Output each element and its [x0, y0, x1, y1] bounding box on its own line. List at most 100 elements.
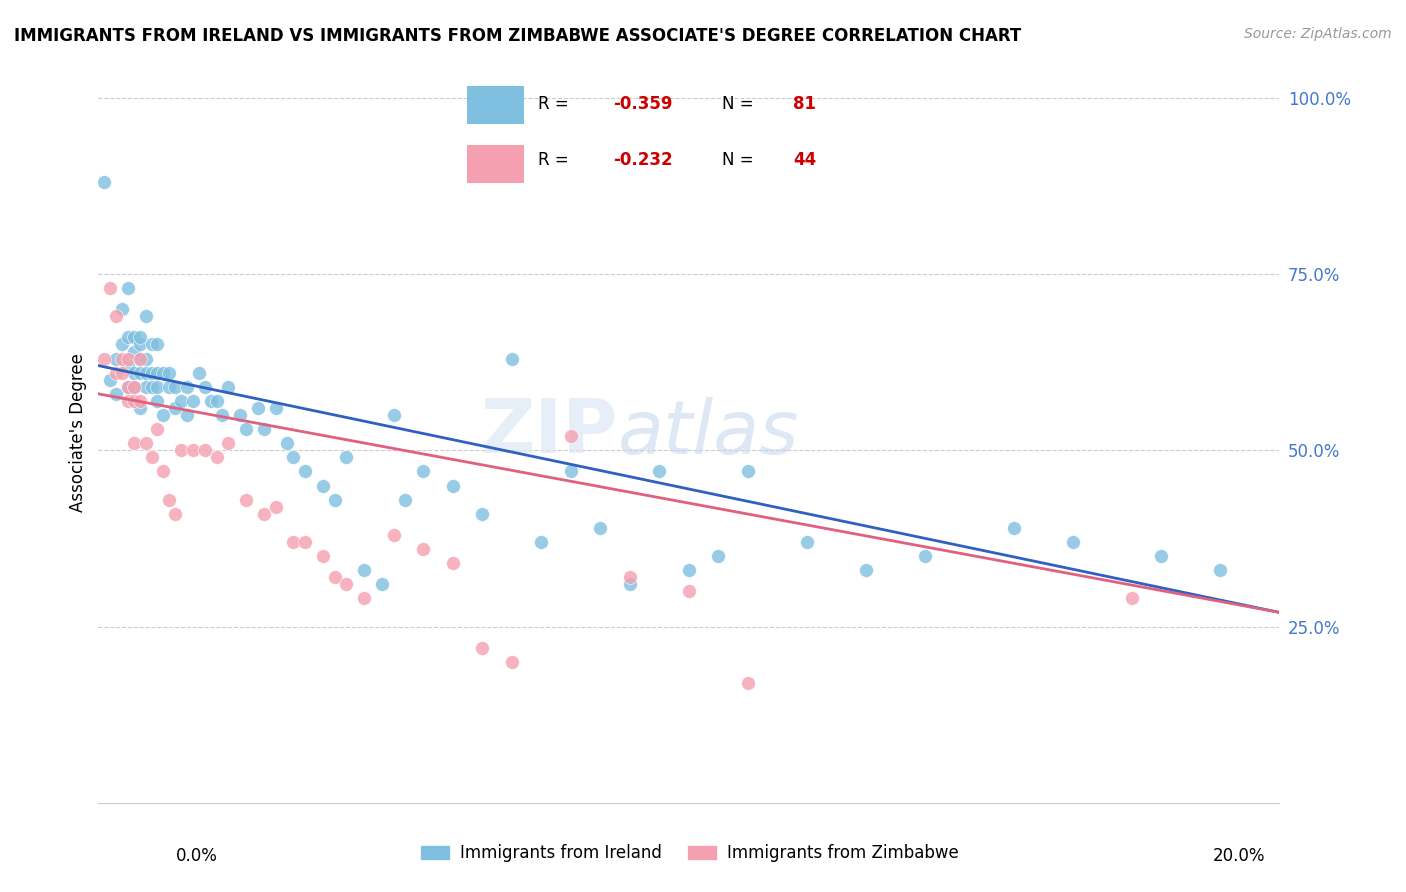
Point [371, 577, 394, 591]
Point [165, 507, 187, 521]
Point [1209, 563, 1232, 577]
Point [141, 380, 163, 394]
Point [678, 563, 700, 577]
Point [312, 478, 335, 492]
Point [187, 366, 209, 380]
Point [181, 443, 204, 458]
Point [283, 450, 305, 465]
Point [170, 443, 193, 458]
Point [229, 408, 252, 422]
Point [382, 408, 405, 422]
Point [122, 380, 145, 394]
Point [105, 366, 128, 380]
Point [678, 584, 700, 599]
Point [211, 408, 233, 422]
Point [111, 366, 134, 380]
Point [111, 351, 134, 366]
Point [194, 380, 217, 394]
Point [335, 450, 357, 465]
Point [128, 337, 150, 351]
Point [135, 351, 157, 366]
Point [157, 492, 180, 507]
Point [117, 330, 139, 344]
Point [141, 450, 163, 465]
Point [353, 563, 375, 577]
Point [394, 492, 416, 507]
Point [217, 380, 239, 394]
Point [412, 464, 434, 478]
Y-axis label: Associate's Degree: Associate's Degree [69, 353, 87, 512]
Point [117, 281, 139, 295]
Point [205, 450, 228, 465]
Point [135, 380, 157, 394]
Point [176, 408, 198, 422]
Point [235, 492, 257, 507]
Text: atlas: atlas [619, 397, 800, 468]
Point [471, 507, 494, 521]
Point [93, 175, 115, 189]
Point [117, 380, 139, 394]
Point [146, 337, 169, 351]
Point [737, 676, 759, 690]
Point [501, 655, 523, 669]
Point [152, 464, 174, 478]
Point [294, 535, 316, 549]
Point [135, 436, 157, 450]
Point [165, 401, 187, 415]
Point [128, 366, 150, 380]
Point [323, 492, 346, 507]
Point [128, 401, 150, 415]
Point [796, 535, 818, 549]
Point [157, 366, 180, 380]
Point [146, 380, 169, 394]
Point [152, 366, 174, 380]
Point [146, 366, 169, 380]
Point [141, 366, 163, 380]
Point [253, 507, 276, 521]
Point [141, 337, 163, 351]
Point [235, 422, 257, 436]
Point [200, 393, 222, 408]
Point [105, 387, 128, 401]
Point [176, 380, 198, 394]
Point [170, 393, 193, 408]
Point [560, 429, 582, 443]
Point [501, 351, 523, 366]
Point [589, 521, 612, 535]
Point [855, 563, 877, 577]
Point [441, 478, 464, 492]
Text: IMMIGRANTS FROM IRELAND VS IMMIGRANTS FROM ZIMBABWE ASSOCIATE'S DEGREE CORRELATI: IMMIGRANTS FROM IRELAND VS IMMIGRANTS FR… [14, 27, 1021, 45]
Point [246, 401, 269, 415]
Point [117, 351, 139, 366]
Text: 20.0%: 20.0% [1213, 847, 1265, 865]
Point [117, 380, 139, 394]
Point [1150, 549, 1173, 563]
Point [312, 549, 335, 563]
Text: 0.0%: 0.0% [176, 847, 218, 865]
Point [205, 393, 228, 408]
Point [135, 310, 157, 324]
Text: ZIP: ZIP [481, 396, 619, 469]
Point [128, 351, 150, 366]
Point [105, 310, 128, 324]
Point [276, 436, 298, 450]
Point [412, 541, 434, 556]
Legend: Immigrants from Ireland, Immigrants from Zimbabwe: Immigrants from Ireland, Immigrants from… [413, 838, 965, 869]
Point [122, 436, 145, 450]
Point [135, 366, 157, 380]
Point [707, 549, 730, 563]
Point [1121, 591, 1143, 606]
Point [93, 351, 115, 366]
Point [382, 528, 405, 542]
Point [146, 422, 169, 436]
Point [353, 591, 375, 606]
Point [117, 393, 139, 408]
Point [264, 401, 287, 415]
Point [1062, 535, 1084, 549]
Point [441, 556, 464, 570]
Point [194, 443, 217, 458]
Point [128, 330, 150, 344]
Point [122, 380, 145, 394]
Point [648, 464, 671, 478]
Point [914, 549, 936, 563]
